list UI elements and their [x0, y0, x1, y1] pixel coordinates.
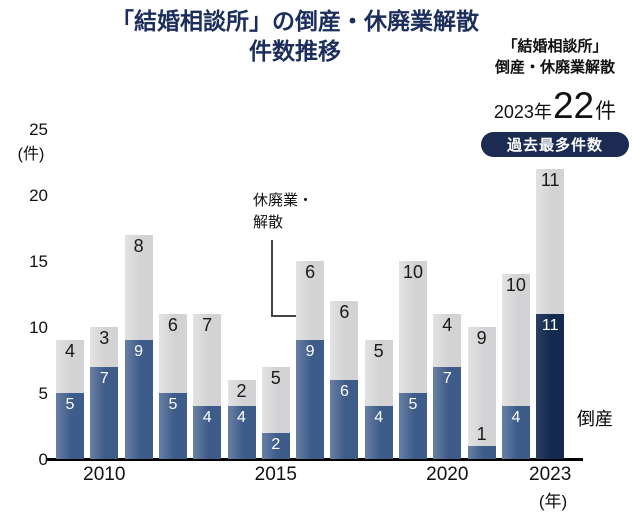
bar-segment-bankruptcy-2016	[296, 340, 325, 459]
bar-value-closure-2020: 4	[442, 314, 453, 335]
highlight-subject-line1: 「結婚相談所」	[502, 38, 608, 55]
bar-segment-bankruptcy-2012	[158, 393, 187, 459]
y-tick-25: 25	[29, 119, 48, 139]
bar-value-closure-2012: 6	[167, 314, 178, 335]
bar-segment-bankruptcy-2020	[433, 366, 462, 459]
closure-annotation-line2: 解散	[253, 213, 284, 231]
bar-value-bankruptcy-2022: 4	[511, 409, 521, 427]
bar-segment-bankruptcy-2022	[501, 406, 530, 459]
bar-segment-closure-2018	[364, 340, 393, 407]
bar-segment-closure-2020	[433, 313, 462, 367]
bar-value-closure-2011: 8	[133, 235, 144, 256]
bar-segment-closure-2010	[90, 327, 119, 367]
x-tick-2023: 2023	[529, 464, 572, 485]
bar-segment-bankruptcy-2015	[261, 432, 290, 459]
record-high-badge: 過去最多件数	[481, 131, 629, 157]
bar-value-bankruptcy-2013: 4	[202, 409, 212, 427]
bar-segment-closure-2009	[56, 340, 84, 393]
bar-value-bankruptcy-2015: 2	[271, 435, 281, 453]
bar-segment-closure-2023	[536, 168, 565, 314]
closure-annotation: 休廃業・ 解散	[253, 190, 313, 234]
bar-segment-bankruptcy-2021	[467, 445, 496, 459]
title-line2: 件数推移	[249, 38, 341, 65]
bar-segment-closure-2022	[501, 274, 530, 407]
y-tick-5: 5	[38, 383, 48, 403]
x-tick-2010: 2010	[83, 464, 126, 485]
bar-value-closure-2009: 4	[64, 341, 75, 362]
bar-value-closure-2019: 10	[402, 262, 424, 282]
bar-segment-bankruptcy-2010	[90, 366, 119, 459]
bar-value-bankruptcy-2023: 11	[541, 316, 559, 334]
x-tick-2015: 2015	[254, 464, 297, 485]
highlight-stat: 2023年 22 件	[480, 87, 630, 125]
bar-value-closure-2014: 2	[236, 380, 247, 401]
bar-segment-closure-2019	[399, 261, 427, 393]
bar-value-bankruptcy-2019: 5	[408, 396, 418, 413]
bar-segment-bankruptcy-2009	[56, 393, 84, 459]
bar-value-bankruptcy-2017: 6	[339, 382, 349, 400]
y-tick-15: 15	[29, 251, 48, 271]
bar-segment-closure-2021	[467, 327, 496, 446]
bar-value-closure-2015: 5	[270, 367, 281, 388]
closure-annotation-connector-vertical	[271, 240, 273, 316]
bar-value-bankruptcy-2012: 5	[168, 396, 178, 413]
bar-value-bankruptcy-2014: 4	[237, 409, 246, 427]
bankruptcy-series-label: 倒産	[577, 409, 613, 429]
bar-segment-closure-2015	[261, 366, 290, 433]
x-axis-line	[47, 458, 583, 461]
page-title: 「結婚相談所」の倒産・休廃業解散 件数推移	[60, 6, 530, 67]
bar-segment-closure-2017	[330, 300, 359, 380]
bar-value-closure-2013: 7	[202, 314, 213, 335]
y-tick-0: 0	[38, 449, 48, 469]
bar-segment-closure-2016	[296, 261, 325, 341]
bar-segment-bankruptcy-2017	[330, 379, 359, 459]
bar-value-closure-2010: 3	[99, 328, 110, 348]
bar-value-closure-2016: 6	[305, 262, 316, 282]
bar-value-closure-2018: 5	[373, 341, 384, 362]
bar-value-closure-2021: 9	[476, 328, 487, 348]
y-tick-20: 20	[29, 185, 48, 205]
bar-value-bankruptcy-2020: 7	[442, 369, 452, 387]
bar-value-closure-2022: 10	[505, 275, 526, 296]
highlight-unit: 件	[595, 99, 617, 123]
bar-value-bankruptcy-2021: 1	[476, 423, 487, 444]
bar-value-bankruptcy-2010: 7	[99, 369, 109, 387]
x-axis-unit-label: (年)	[538, 492, 568, 511]
y-tick-10: 10	[29, 317, 48, 337]
bar-value-bankruptcy-2009: 5	[65, 396, 75, 413]
bar-segment-bankruptcy-2011	[124, 340, 153, 459]
bar-value-closure-2023: 11	[540, 169, 560, 190]
x-tick-2020: 2020	[426, 464, 469, 485]
closure-annotation-connector-horizontal	[271, 315, 296, 317]
highlight-year: 2023年	[493, 101, 552, 122]
highlight-count: 22	[552, 84, 595, 126]
bar-value-bankruptcy-2016: 9	[305, 343, 315, 361]
bar-segment-closure-2011	[124, 234, 153, 341]
bar-value-bankruptcy-2011: 9	[134, 343, 144, 361]
bar-segment-bankruptcy-2018	[364, 406, 393, 459]
highlight-subject-line2: 倒産・休廃業解散	[494, 59, 615, 77]
bar-segment-closure-2014	[227, 379, 256, 407]
bar-value-bankruptcy-2018: 4	[374, 409, 384, 427]
bar-segment-bankruptcy-2013	[193, 406, 222, 459]
bar-value-closure-2017: 6	[339, 301, 350, 322]
title-line1: 「結婚相談所」の倒産・休廃業解散	[111, 8, 479, 34]
closure-annotation-line1: 休廃業・	[253, 192, 314, 209]
bar-segment-bankruptcy-2014	[227, 406, 256, 459]
bar-segment-bankruptcy-2019	[399, 393, 427, 459]
bar-segment-closure-2013	[193, 313, 222, 407]
bar-segment-closure-2012	[158, 313, 187, 393]
highlight-panel: 「結婚相談所」 倒産・休廃業解散 2023年 22 件 過去最多件数	[480, 36, 630, 157]
y-axis-unit-label: (件)	[17, 146, 45, 163]
bar-segment-bankruptcy-2023	[536, 313, 565, 459]
